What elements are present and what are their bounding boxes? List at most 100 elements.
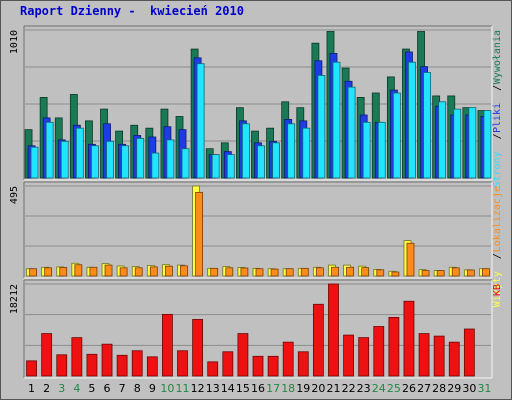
bar-lokalizacje-day-3 bbox=[59, 267, 68, 277]
bar-lokalizacje-day-4 bbox=[74, 264, 83, 277]
bar-kb-day-5 bbox=[86, 353, 98, 377]
bar-lokalizacje-day-7 bbox=[119, 267, 128, 277]
bar-lokalizacje-day-5 bbox=[89, 266, 98, 277]
bar-lokalizacje-day-19 bbox=[300, 267, 309, 277]
x-tick-label-day-12: 12 bbox=[191, 382, 205, 395]
x-tick-label-day-9: 9 bbox=[149, 382, 156, 395]
bar-lokalizacje-day-30 bbox=[466, 269, 475, 277]
bar-kb-day-12 bbox=[192, 319, 204, 377]
bar-kb-day-11 bbox=[177, 350, 188, 377]
bar-strony-day-14 bbox=[226, 154, 235, 179]
bar-strony-day-3 bbox=[60, 140, 69, 179]
x-tick-label-day-26: 26 bbox=[402, 382, 416, 395]
bar-lokalizacje-day-11 bbox=[180, 265, 188, 277]
bar-kb-day-20 bbox=[312, 303, 324, 377]
bar-kb-day-19 bbox=[297, 351, 309, 377]
x-tick-label-day-22: 22 bbox=[342, 382, 356, 395]
x-tick-label-day-17: 17 bbox=[266, 382, 280, 395]
x-tick-label-day-13: 13 bbox=[206, 382, 220, 395]
bar-lokalizacje-day-13 bbox=[210, 267, 219, 277]
bar-strony-day-4 bbox=[75, 127, 84, 179]
bar-strony-day-19 bbox=[302, 127, 311, 179]
bar-strony-day-6 bbox=[106, 140, 114, 179]
x-tick-label-day-8: 8 bbox=[134, 382, 141, 395]
legend-strony: Strony bbox=[492, 151, 503, 187]
legend-lokalizacje: Lokalizacje bbox=[492, 186, 503, 252]
bar-kb-day-7 bbox=[116, 354, 128, 377]
bar-lokalizacje-day-21 bbox=[331, 266, 339, 277]
bar-kb-day-24 bbox=[373, 326, 385, 377]
bar-lokalizacje-day-14 bbox=[225, 267, 234, 277]
bar-strony-day-17 bbox=[272, 142, 280, 179]
x-tick-label-day-18: 18 bbox=[281, 382, 295, 395]
x-tick-label-day-2: 2 bbox=[43, 382, 50, 395]
bar-lokalizacje-day-22 bbox=[346, 266, 354, 277]
bar-kb-day-9 bbox=[146, 356, 158, 377]
bar-kb-day-15 bbox=[237, 333, 249, 377]
x-tick-label-day-31: 31 bbox=[477, 382, 491, 395]
bar-strony-day-25 bbox=[392, 92, 401, 179]
legend-wywołania: Wywołania bbox=[492, 30, 503, 84]
panel-top-panel: 1010 Wywołania / Pliki / Strony bbox=[9, 25, 503, 188]
legend-separator: / bbox=[492, 85, 503, 91]
bar-kb-day-30 bbox=[463, 328, 475, 377]
bar-strony-day-8 bbox=[136, 138, 145, 179]
x-tick-label-day-25: 25 bbox=[387, 382, 401, 395]
x-tick-label-day-28: 28 bbox=[432, 382, 446, 395]
bar-strony-day-2 bbox=[45, 121, 54, 179]
bar-lokalizacje-day-26 bbox=[406, 242, 415, 277]
bar-kb-day-27 bbox=[418, 333, 430, 377]
x-tick-label-day-30: 30 bbox=[462, 382, 476, 395]
x-tick-label-day-5: 5 bbox=[88, 382, 95, 395]
bar-lokalizacje-day-6 bbox=[104, 264, 113, 277]
x-tick-label-day-23: 23 bbox=[357, 382, 371, 395]
bar-strony-day-21 bbox=[332, 61, 341, 179]
bar-lokalizacje-day-8 bbox=[134, 267, 143, 277]
legend-separator: / bbox=[492, 253, 503, 259]
x-tick-label-day-1: 1 bbox=[28, 382, 35, 395]
bar-kb-day-26 bbox=[403, 300, 415, 377]
x-tick-label-day-6: 6 bbox=[104, 382, 111, 395]
x-tick-label-day-19: 19 bbox=[296, 382, 310, 395]
bar-strony-day-11 bbox=[181, 148, 190, 179]
bar-strony-day-28 bbox=[438, 101, 447, 179]
x-tick-label-day-3: 3 bbox=[58, 382, 65, 395]
x-tick-label-day-11: 11 bbox=[176, 382, 190, 395]
bar-kb-day-8 bbox=[131, 350, 143, 377]
bar-lokalizacje-day-16 bbox=[255, 268, 264, 277]
x-tick-label-day-14: 14 bbox=[221, 382, 235, 395]
x-tick-label-day-16: 16 bbox=[251, 382, 265, 395]
bar-kb-day-22 bbox=[343, 334, 354, 377]
x-tick-label-day-27: 27 bbox=[417, 382, 431, 395]
x-tick-label-day-15: 15 bbox=[236, 382, 250, 395]
bar-strony-day-16 bbox=[257, 145, 265, 179]
bar-kb-day-21 bbox=[328, 283, 339, 377]
bar-lokalizacje-day-27 bbox=[421, 270, 430, 277]
x-tick-label-day-29: 29 bbox=[447, 382, 461, 395]
bar-lokalizacje-day-28 bbox=[436, 270, 445, 277]
bar-lokalizacje-day-29 bbox=[451, 267, 460, 277]
bar-lokalizacje-day-20 bbox=[315, 267, 324, 277]
bar-strony-day-9 bbox=[151, 152, 160, 179]
bar-kb-day-18 bbox=[282, 341, 294, 377]
legend-kb: KB bbox=[492, 284, 503, 296]
bar-kb-day-23 bbox=[358, 337, 370, 377]
bar-strony-day-26 bbox=[408, 61, 416, 179]
legend-separator: / bbox=[492, 133, 503, 139]
bar-kb-day-13 bbox=[207, 361, 219, 377]
bar-kb-day-1 bbox=[26, 360, 37, 377]
bar-kb-day-6 bbox=[101, 343, 113, 377]
bar-strony-day-7 bbox=[121, 145, 130, 179]
bar-strony-day-30 bbox=[468, 107, 477, 179]
bar-strony-day-31 bbox=[483, 110, 492, 179]
bar-strony-day-10 bbox=[166, 139, 175, 179]
bar-kb-day-4 bbox=[71, 337, 83, 377]
bar-lokalizacje-day-12 bbox=[195, 191, 204, 277]
bar-strony-day-18 bbox=[287, 123, 296, 179]
bar-lokalizacje-day-10 bbox=[165, 265, 173, 277]
bar-strony-day-5 bbox=[91, 145, 99, 179]
bar-kb-day-2 bbox=[41, 333, 53, 377]
bar-kb-day-3 bbox=[56, 354, 68, 377]
bar-strony-day-22 bbox=[347, 86, 356, 179]
bar-strony-day-1 bbox=[30, 146, 39, 179]
